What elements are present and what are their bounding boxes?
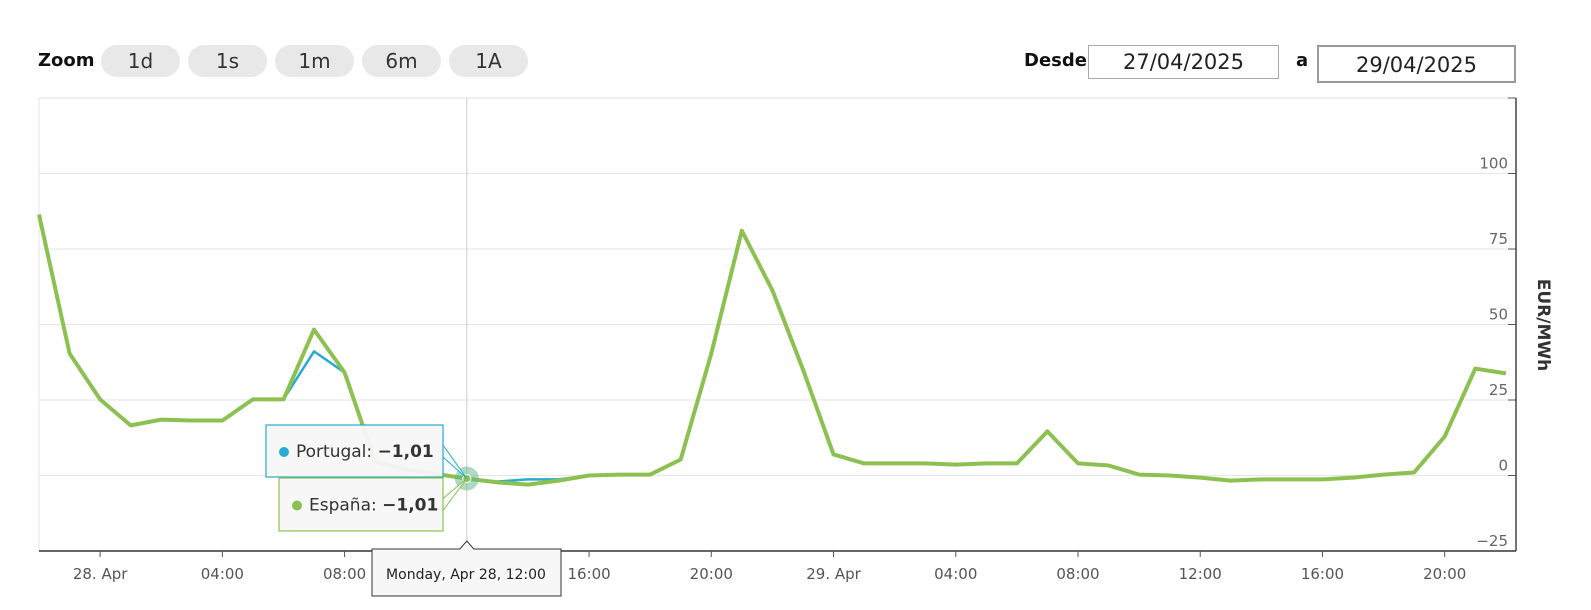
y-tick-label: −25	[1476, 532, 1508, 550]
x-tick-label: 20:00	[1423, 565, 1466, 583]
tooltip-box	[265, 424, 444, 478]
zoom-button[interactable]: 6m	[362, 45, 441, 77]
x-tick-label: 16:00	[1301, 565, 1344, 583]
x-tick-label: 16:00	[567, 565, 610, 583]
header-tooltip-box	[371, 540, 562, 597]
header-tooltip-text: Monday, Apr 28, 12:00	[386, 567, 546, 583]
tooltip-pointer	[442, 444, 468, 479]
series-tooltip: Portugal: −1,01	[265, 424, 468, 479]
y-tick-label: 25	[1489, 381, 1508, 399]
x-tick-label: 04:00	[934, 565, 977, 583]
to-date-input[interactable]: 29/04/2025	[1317, 45, 1516, 83]
y-axis-label: EUR/MWh	[1533, 279, 1553, 372]
x-tick-label: 12:00	[1179, 565, 1222, 583]
zoom-label: Zoom	[38, 50, 95, 71]
x-tick-label: 04:00	[201, 565, 244, 583]
series-line	[37, 214, 1507, 487]
y-tick-label: 0	[1498, 457, 1508, 475]
x-tick-label: 08:00	[1056, 565, 1099, 583]
tooltip-dot	[292, 500, 302, 511]
from-label: Desde	[1024, 50, 1087, 71]
tooltip-box	[278, 477, 444, 532]
tooltip-value: −1,01	[382, 496, 438, 516]
zoom-button[interactable]: 1d	[101, 45, 180, 77]
series-tooltip: España: −1,01	[278, 477, 468, 532]
x-tick-label: 20:00	[690, 565, 733, 583]
x-tick-label: 28. Apr	[73, 565, 128, 583]
zoom-button[interactable]: 1A	[449, 45, 528, 77]
zoom-button[interactable]: 1s	[188, 45, 267, 77]
tooltip-text: Portugal: −1,01	[296, 442, 434, 462]
tooltip-value: −1,01	[378, 442, 434, 462]
y-tick-label: 50	[1489, 306, 1508, 324]
tooltip-series-name: Portugal	[296, 442, 366, 462]
x-tick-label: 29. Apr	[806, 565, 861, 583]
separator: :	[366, 442, 377, 462]
zoom-button[interactable]: 1m	[275, 45, 354, 77]
from-date-input[interactable]: 27/04/2025	[1088, 45, 1279, 79]
tooltip-pointer	[442, 478, 468, 511]
x-tick-label: 08:00	[323, 565, 366, 583]
series-line	[37, 214, 1506, 483]
to-label: a	[1296, 50, 1309, 71]
y-tick-label: 75	[1489, 230, 1508, 248]
tooltip-series-name: España	[309, 496, 371, 516]
separator: :	[371, 496, 382, 516]
tooltip-dot	[279, 447, 289, 457]
y-tick-label: 100	[1479, 155, 1508, 173]
tooltip-text: España: −1,01	[309, 496, 438, 516]
